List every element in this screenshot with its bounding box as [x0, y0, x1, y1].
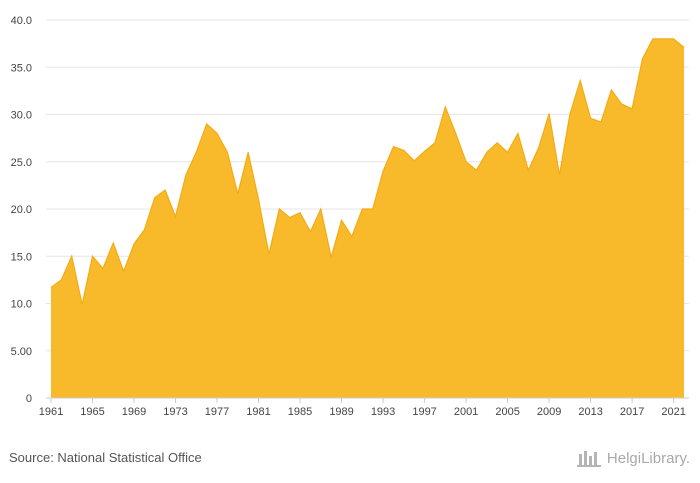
y-tick-label: 35.0	[11, 62, 32, 74]
x-tick-label: 1989	[329, 406, 353, 418]
x-tick-label: 1969	[122, 406, 146, 418]
x-tick-label: 1993	[371, 406, 395, 418]
x-tick-label: 2017	[620, 406, 644, 418]
y-tick-label: 5.00	[11, 346, 32, 358]
library-icon	[576, 451, 601, 467]
x-tick-label: 2021	[661, 406, 685, 418]
y-tick-label: 0	[26, 393, 32, 405]
x-tick-label: 1977	[205, 406, 229, 418]
area-fill	[51, 38, 684, 399]
y-axis-tick-labels: 0 5.00 10.0 15.0 20.0 25.0 30.0 35.0 40.0	[11, 15, 32, 405]
x-tick-label: 1973	[163, 406, 187, 418]
y-tick-label: 30.0	[11, 110, 32, 122]
area-series	[50, 38, 685, 399]
y-tick-label: 15.0	[11, 251, 32, 263]
y-tick-label: 10.0	[11, 299, 32, 311]
y-tick-label: 40.0	[11, 15, 32, 27]
x-tick-label: 2001	[454, 406, 478, 418]
brand-logo[interactable]: HelgiLibrary.	[576, 447, 690, 469]
y-tick-label: 20.0	[11, 204, 32, 216]
axes	[46, 397, 689, 403]
x-tick-label: 2009	[537, 406, 561, 418]
x-tick-label: 2005	[495, 406, 519, 418]
brand-name: HelgiLibrary.	[606, 449, 690, 467]
x-tick-label: 1965	[80, 406, 104, 418]
area-line	[50, 38, 685, 305]
x-tick-label: 1997	[412, 406, 436, 418]
x-tick-label: 1981	[246, 406, 270, 418]
x-tick-label: 2013	[578, 406, 602, 418]
source-note: Source: National Statistical Office	[9, 450, 202, 465]
x-axis-tick-labels: 1961 1965 1969 1973 1977 1981 1985 1989 1993 1997…	[39, 406, 686, 418]
x-tick-label: 1985	[288, 406, 312, 418]
x-tick-label: 1961	[39, 406, 63, 418]
y-tick-label: 25.0	[11, 157, 32, 169]
